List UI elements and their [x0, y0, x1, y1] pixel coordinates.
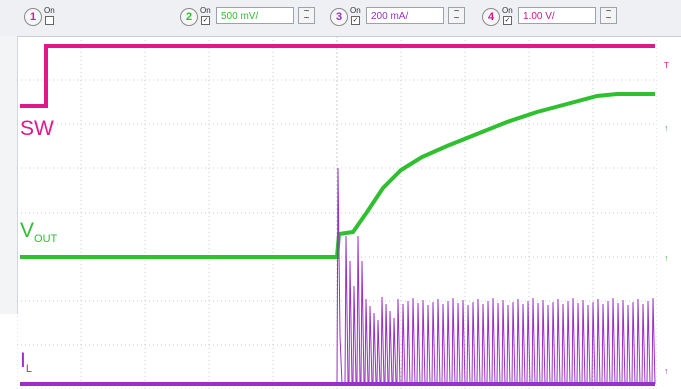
il-label-text: I — [20, 349, 26, 372]
channel-2-number[interactable]: 2 — [180, 8, 198, 26]
channel-1-on-label: On — [44, 6, 55, 15]
channel-3-on-label: On — [350, 6, 361, 15]
sw-label: SW — [20, 117, 54, 141]
scope-display — [17, 36, 657, 389]
channel-2-coupling-icon[interactable]: ~ ~ — [298, 7, 315, 24]
ref-marker-3[interactable]: ↑ — [664, 253, 669, 263]
il-trace — [20, 167, 656, 385]
channel-1-on-checkbox[interactable] — [45, 16, 54, 25]
vout-label-sub: OUT — [34, 233, 58, 246]
channel-3-scale-field[interactable]: 200 mA/ — [366, 7, 444, 24]
ref-marker-2[interactable]: ↑ — [664, 123, 669, 133]
channel-4-scale-field[interactable]: 1.00 V/ — [518, 7, 596, 24]
channel-2-scale-field[interactable]: 500 mV/ — [216, 7, 294, 24]
il-label: IL — [20, 349, 32, 375]
sw-trace — [20, 44, 655, 108]
left-ruler — [0, 36, 18, 314]
channel-4-on-checkbox[interactable]: ✓ — [503, 16, 512, 25]
vout-label-text: V — [20, 219, 35, 242]
channel-3-on-checkbox[interactable]: ✓ — [351, 16, 360, 25]
channel-4-number[interactable]: 4 — [482, 8, 500, 26]
vout-label: VOUT — [20, 219, 57, 245]
channel-4-on-label: On — [502, 6, 513, 15]
channel-1-number[interactable]: 1 — [24, 8, 42, 26]
channel-4-coupling-icon[interactable]: ~ ~ — [600, 7, 617, 24]
channel-3-number[interactable]: 3 — [330, 8, 348, 26]
channel-2-on-label: On — [200, 6, 211, 15]
channel-3-coupling-icon[interactable]: ~ ~ — [448, 7, 465, 24]
channel-2-on-checkbox[interactable]: ✓ — [201, 16, 210, 25]
ref-marker-1[interactable]: T — [664, 61, 669, 70]
channel-toolbar: 1 On 2 On ✓ 500 mV/ ~ ~ 3 On ✓ 200 mA/ ~ ~… — [0, 0, 681, 37]
vout-trace — [20, 92, 655, 259]
sw-label-text: SW — [20, 117, 54, 140]
il-label-sub: L — [25, 363, 32, 376]
ref-marker-4[interactable]: ↑ — [664, 366, 669, 376]
